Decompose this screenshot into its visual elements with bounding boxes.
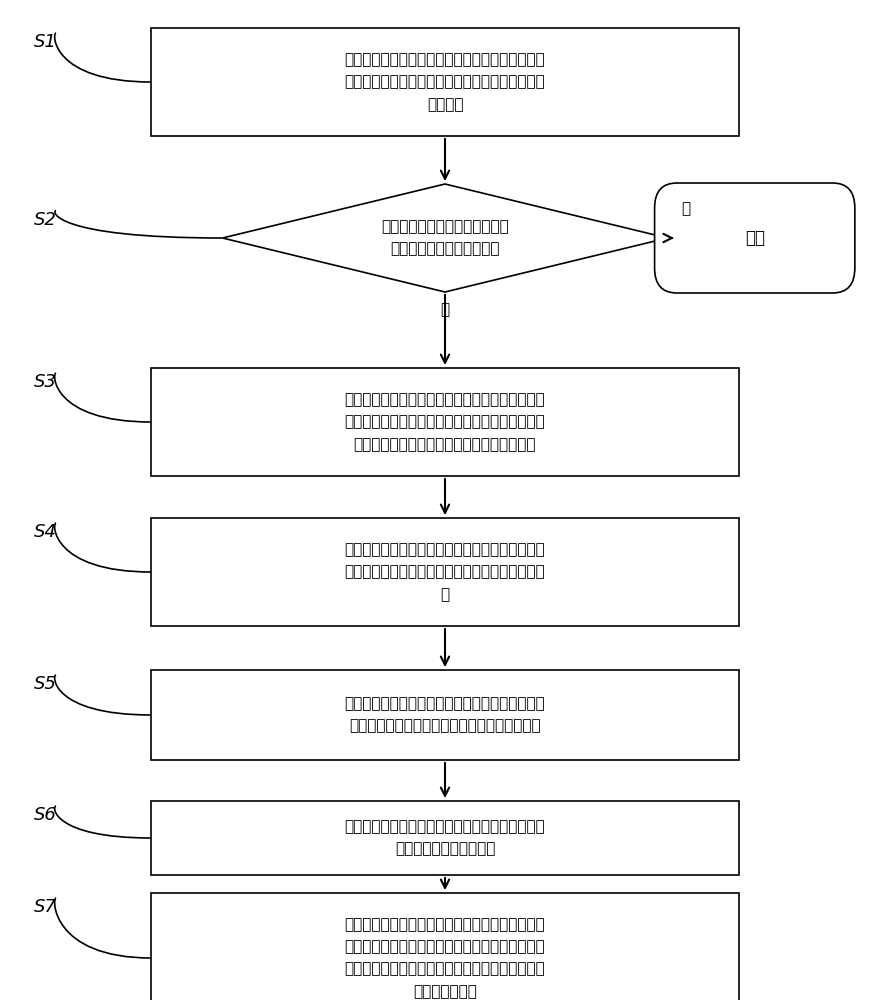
Text: 是: 是: [441, 302, 449, 317]
Text: 将二次过滤后的待处理气源通过所述冷冻式微正压
装置中的冷干机进行处理以得到冷凝后的待处理气
源: 将二次过滤后的待处理气源通过所述冷冻式微正压 装置中的冷干机进行处理以得到冷凝后…: [344, 542, 546, 602]
FancyBboxPatch shape: [151, 801, 739, 875]
FancyBboxPatch shape: [151, 28, 739, 136]
Text: S4: S4: [34, 523, 57, 541]
Text: S5: S5: [34, 675, 57, 693]
FancyBboxPatch shape: [151, 893, 739, 1000]
FancyBboxPatch shape: [151, 518, 739, 626]
Text: 将送入所述封闭母线中的目标微正压气体的压力保
持在微正压状态，并同时将所述冷冻式微正压装置
上的取样管拔出，使得所述封闭母线中潮湿气体经
由该取样管排出: 将送入所述封闭母线中的目标微正压气体的压力保 持在微正压状态，并同时将所述冷冻式…: [344, 917, 546, 999]
Text: S2: S2: [34, 211, 57, 229]
Text: 将来自补气供气系统的待处理气源通过气源管道过
滤器进行粗过滤，并将粗过滤后的待处理气源通过
冷冻式微正压装置的前置过滤器进行二次过滤: 将来自补气供气系统的待处理气源通过气源管道过 滤器进行粗过滤，并将粗过滤后的待处…: [344, 392, 546, 452]
Text: 结束: 结束: [745, 229, 765, 247]
Text: 根据比较结果确定所述封闭母线
外壳内的压力分布是否异常: 根据比较结果确定所述封闭母线 外壳内的压力分布是否异常: [381, 219, 509, 257]
Text: 对所述封闭母线的外壳内的压力分布进行测量，将
该测量结果与所述封闭母线外壳内的压力标定分布
进行比较: 对所述封闭母线的外壳内的压力分布进行测量，将 该测量结果与所述封闭母线外壳内的压…: [344, 52, 546, 112]
Text: S6: S6: [34, 806, 57, 824]
Text: 否: 否: [681, 201, 690, 216]
Text: S7: S7: [34, 898, 57, 916]
Polygon shape: [222, 184, 668, 292]
Text: 将所述冷凝后的待处理气源通过所述冷冻式微正压
装置的后置超微雾分离器，得到目标微正压气体: 将所述冷凝后的待处理气源通过所述冷冻式微正压 装置的后置超微雾分离器，得到目标微…: [344, 696, 546, 734]
FancyBboxPatch shape: [654, 183, 854, 293]
FancyBboxPatch shape: [151, 670, 739, 760]
Text: S1: S1: [34, 33, 57, 51]
Text: S3: S3: [34, 373, 57, 391]
FancyBboxPatch shape: [151, 368, 739, 476]
Text: 所述目标微正压气体依次通过限流阀和双控充气电
磁阀被送入所述封闭母线: 所述目标微正压气体依次通过限流阀和双控充气电 磁阀被送入所述封闭母线: [344, 819, 546, 857]
